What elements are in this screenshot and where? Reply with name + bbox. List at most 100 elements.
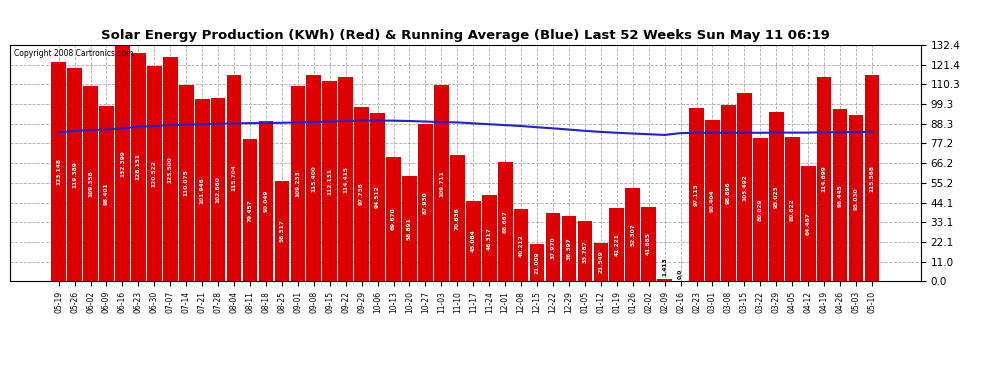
Text: 33.787: 33.787: [582, 240, 587, 262]
Bar: [227, 75, 242, 281]
Bar: [434, 86, 448, 281]
Text: 98.401: 98.401: [104, 182, 109, 205]
Text: 125.500: 125.500: [167, 156, 173, 183]
Bar: [785, 137, 800, 281]
Text: 110.075: 110.075: [184, 170, 189, 196]
Bar: [51, 62, 66, 281]
Bar: [737, 93, 751, 281]
Text: 114.415: 114.415: [344, 166, 348, 193]
Bar: [817, 76, 832, 281]
Bar: [721, 105, 736, 281]
Text: Copyright 2008 Cartronics.com: Copyright 2008 Cartronics.com: [15, 48, 134, 57]
Text: 115.704: 115.704: [232, 165, 237, 192]
Text: 37.970: 37.970: [550, 236, 555, 259]
Bar: [147, 66, 161, 281]
Bar: [354, 107, 369, 281]
Bar: [848, 115, 863, 281]
Text: 109.358: 109.358: [88, 170, 93, 197]
Text: 80.029: 80.029: [757, 199, 763, 221]
Text: 109.233: 109.233: [295, 170, 300, 197]
Bar: [753, 138, 767, 281]
Text: 64.487: 64.487: [806, 212, 811, 235]
Bar: [833, 109, 847, 281]
Text: 41.221: 41.221: [615, 233, 620, 256]
Text: 1.413: 1.413: [662, 257, 667, 276]
Text: 36.397: 36.397: [566, 237, 571, 260]
Text: 119.389: 119.389: [72, 161, 77, 188]
Text: 97.738: 97.738: [359, 183, 364, 206]
Text: 48.317: 48.317: [487, 227, 492, 250]
Bar: [243, 140, 257, 281]
Bar: [466, 201, 480, 281]
Bar: [610, 208, 624, 281]
Bar: [115, 45, 130, 281]
Bar: [179, 85, 194, 281]
Title: Solar Energy Production (KWh) (Red) & Running Average (Blue) Last 52 Weeks Sun M: Solar Energy Production (KWh) (Red) & Ru…: [101, 30, 830, 42]
Bar: [864, 75, 879, 281]
Text: 79.457: 79.457: [248, 199, 252, 222]
Text: 112.131: 112.131: [328, 168, 333, 195]
Bar: [258, 121, 273, 281]
Bar: [769, 112, 784, 281]
Bar: [339, 77, 353, 281]
Bar: [626, 188, 641, 281]
Text: 90.049: 90.049: [263, 190, 268, 212]
Text: 45.084: 45.084: [471, 230, 476, 252]
Text: 120.522: 120.522: [151, 160, 156, 187]
Bar: [307, 75, 321, 281]
Text: 94.512: 94.512: [375, 186, 380, 208]
Text: 101.946: 101.946: [200, 177, 205, 204]
Text: 96.445: 96.445: [838, 184, 842, 207]
Text: 87.930: 87.930: [423, 192, 428, 214]
Bar: [498, 162, 513, 281]
Bar: [561, 216, 576, 281]
Text: 115.568: 115.568: [869, 165, 874, 192]
Text: 70.636: 70.636: [454, 207, 459, 230]
Text: 115.400: 115.400: [311, 165, 316, 192]
Text: 123.148: 123.148: [56, 158, 61, 185]
Text: 97.113: 97.113: [694, 183, 699, 206]
Bar: [689, 108, 704, 281]
Text: 58.891: 58.891: [407, 217, 412, 240]
Text: 80.822: 80.822: [790, 198, 795, 220]
Text: 56.317: 56.317: [279, 220, 284, 243]
Bar: [163, 57, 177, 281]
Text: 95.023: 95.023: [774, 185, 779, 208]
Text: 52.307: 52.307: [631, 223, 636, 246]
Text: 66.667: 66.667: [503, 210, 508, 233]
Bar: [195, 99, 210, 281]
Bar: [211, 98, 226, 281]
Bar: [577, 221, 592, 281]
Bar: [99, 106, 114, 281]
Text: 21.549: 21.549: [598, 251, 603, 273]
Text: 41.885: 41.885: [646, 232, 651, 255]
Bar: [402, 176, 417, 281]
Bar: [386, 157, 401, 281]
Bar: [482, 195, 497, 281]
Bar: [450, 155, 464, 281]
Bar: [642, 207, 656, 281]
Bar: [530, 244, 544, 281]
Text: 69.670: 69.670: [391, 208, 396, 230]
Bar: [290, 86, 305, 281]
Text: 109.711: 109.711: [439, 170, 444, 197]
Bar: [131, 53, 146, 281]
Text: 90.404: 90.404: [710, 189, 715, 212]
Text: 40.212: 40.212: [519, 234, 524, 257]
Bar: [67, 68, 82, 281]
Text: 102.660: 102.660: [216, 176, 221, 203]
Bar: [657, 279, 672, 281]
Bar: [545, 213, 560, 281]
Bar: [801, 166, 816, 281]
Text: 21.009: 21.009: [535, 251, 540, 274]
Text: 0.0: 0.0: [678, 268, 683, 279]
Bar: [83, 86, 98, 281]
Bar: [370, 112, 385, 281]
Bar: [594, 243, 608, 281]
Bar: [514, 210, 529, 281]
Text: 132.399: 132.399: [120, 150, 125, 177]
Text: 128.151: 128.151: [136, 153, 141, 180]
Bar: [274, 181, 289, 281]
Bar: [705, 120, 720, 281]
Text: 98.896: 98.896: [726, 182, 731, 204]
